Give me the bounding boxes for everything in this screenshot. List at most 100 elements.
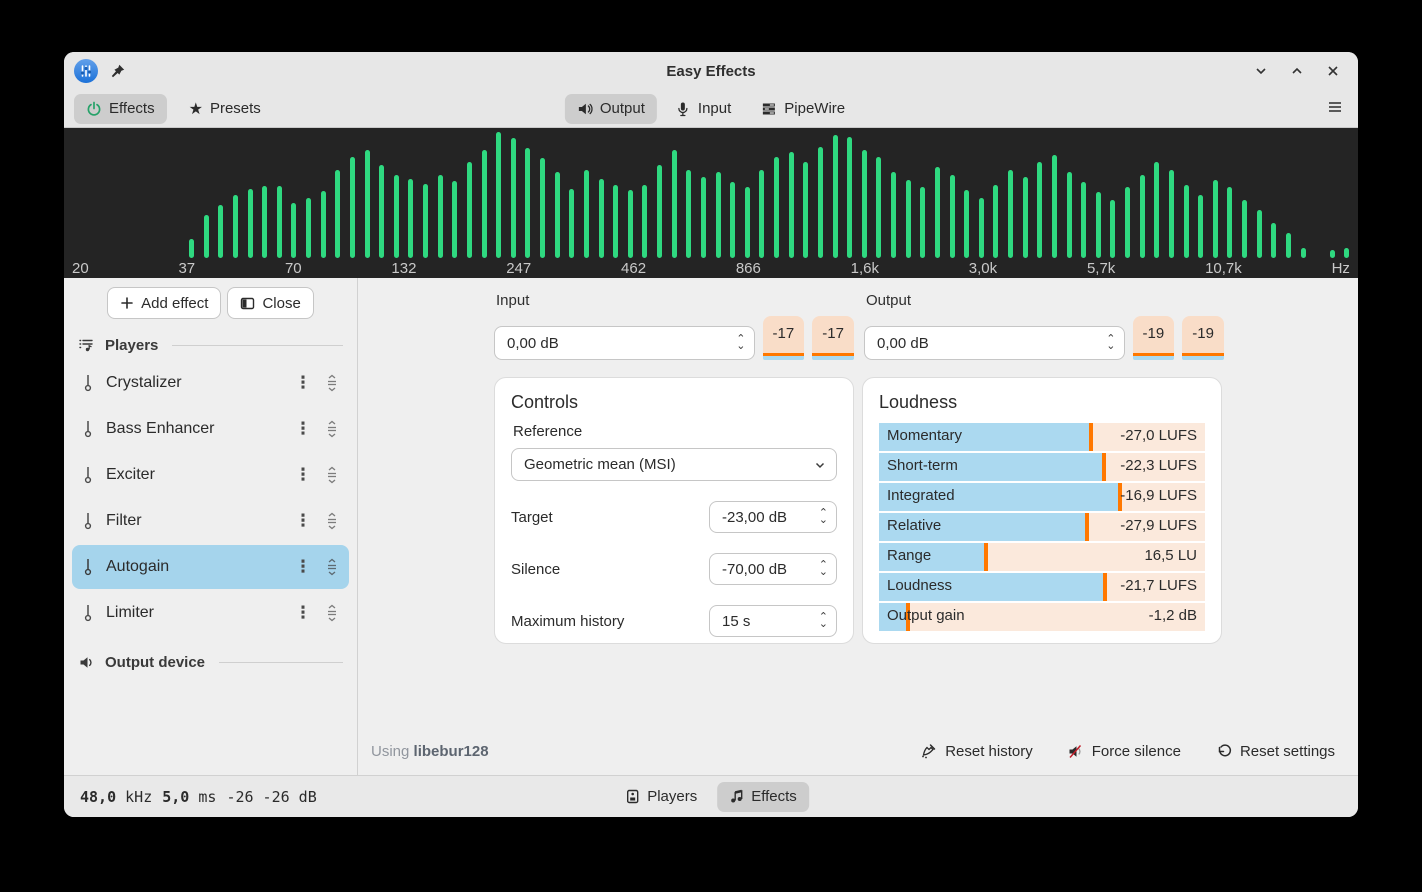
tab-pipewire[interactable]: PipeWire <box>749 94 857 124</box>
spin-buttons-icon[interactable]: ⌃ ⌄ <box>818 507 828 526</box>
spectrum-bar <box>510 138 516 258</box>
microphone-icon <box>675 101 691 117</box>
maximum-history-value: 15 s <box>722 612 751 630</box>
target-value: -23,00 dB <box>722 508 788 526</box>
spectrum-bar <box>276 186 282 258</box>
spectrum-bar <box>905 179 911 258</box>
drag-handle-icon[interactable] <box>325 558 339 576</box>
reference-dropdown[interactable]: Geometric mean (MSI) <box>511 448 837 481</box>
effects-toggle-button[interactable]: Effects <box>74 93 167 124</box>
plugin-icon <box>82 374 94 392</box>
meter-value: -19 <box>1142 325 1165 342</box>
level-marker <box>1101 453 1106 481</box>
spectrum-bar <box>1125 187 1130 258</box>
output-gain-spinbutton[interactable]: 0,00 dB ⌃ ⌄ <box>864 326 1125 360</box>
window-title: Easy Effects <box>666 62 756 80</box>
spectrum-bar <box>1227 187 1233 258</box>
using-prefix: Using <box>371 742 410 760</box>
tab-output[interactable]: Output <box>564 93 657 124</box>
silence-label: Silence <box>511 560 561 578</box>
reset-history-label: Reset history <box>945 742 1033 760</box>
target-spinbutton[interactable]: -23,00 dB ⌃ ⌄ <box>709 501 837 533</box>
reference-value: Geometric mean (MSI) <box>524 456 676 473</box>
drag-handle-icon[interactable] <box>325 420 339 438</box>
effect-row-exciter[interactable]: Exciter ⋮ <box>72 453 349 497</box>
effect-row-crystalizer[interactable]: Crystalizer ⋮ <box>72 361 349 405</box>
loudness-row-value: -16,9 LUFS <box>1120 487 1197 504</box>
easy-effects-window: Easy Effects Effects ★ Presets <box>64 52 1358 817</box>
spin-buttons-icon[interactable]: ⌃ ⌄ <box>1106 333 1116 352</box>
silence-spinbutton[interactable]: -70,00 dB ⌃ ⌄ <box>709 553 837 585</box>
spectrum-bars <box>72 132 1350 258</box>
app-icon <box>74 59 98 83</box>
tab-pipewire-label: PipeWire <box>784 100 846 117</box>
effect-row-bass-enhancer[interactable]: Bass Enhancer ⋮ <box>72 407 349 451</box>
spectrum-bar <box>744 187 750 258</box>
spectrum-bar <box>993 184 999 258</box>
effect-menu-icon[interactable]: ⋮ <box>294 511 312 530</box>
minimize-icon[interactable] <box>1252 62 1270 80</box>
effect-row-autogain[interactable]: Autogain ⋮ <box>72 545 349 589</box>
effect-label: Filter <box>106 512 142 529</box>
menu-icon[interactable] <box>1322 98 1348 116</box>
force-silence-button[interactable]: Force silence <box>1057 735 1191 767</box>
effect-menu-icon[interactable]: ⋮ <box>294 557 312 576</box>
spin-buttons-icon[interactable]: ⌃ ⌄ <box>736 333 746 352</box>
input-gain-value: 0,00 dB <box>507 334 559 352</box>
effect-menu-icon[interactable]: ⋮ <box>294 603 312 622</box>
loudness-row-integrated: Integrated -16,9 LUFS <box>879 483 1205 511</box>
spectrum-bar <box>671 149 677 258</box>
maximize-icon[interactable] <box>1288 62 1306 80</box>
drag-handle-icon[interactable] <box>325 604 339 622</box>
reset-history-button[interactable]: Reset history <box>910 735 1043 767</box>
drag-handle-icon[interactable] <box>325 466 339 484</box>
statusbar-effects-label: Effects <box>751 788 797 805</box>
drag-handle-icon[interactable] <box>325 512 339 530</box>
spectrum-bar <box>847 137 853 258</box>
statusbar-tab-effects[interactable]: Effects <box>717 781 809 812</box>
spectrum-bar <box>1285 232 1291 258</box>
spin-buttons-icon[interactable]: ⌃ ⌄ <box>818 611 828 630</box>
freq-label: 70 <box>284 260 302 277</box>
spectrum-bar <box>598 178 604 258</box>
loudness-row-value: -27,9 LUFS <box>1120 517 1197 534</box>
freq-label: Hz <box>1331 260 1350 277</box>
effect-row-limiter[interactable]: Limiter ⋮ <box>72 591 349 635</box>
level-marker <box>1117 483 1122 511</box>
pin-icon[interactable] <box>110 63 126 79</box>
reset-settings-button[interactable]: Reset settings <box>1205 735 1345 767</box>
spectrum-bar <box>1051 154 1057 258</box>
statusbar-tab-players[interactable]: Players <box>613 782 709 812</box>
spin-buttons-icon[interactable]: ⌃ ⌄ <box>818 559 828 578</box>
spectrum-bar <box>964 189 970 258</box>
maximum-history-spinbutton[interactable]: 15 s ⌃ ⌄ <box>709 605 837 637</box>
add-effect-button[interactable]: Add effect <box>107 287 222 319</box>
effect-row-filter[interactable]: Filter ⋮ <box>72 499 349 543</box>
spectrum-bar <box>496 132 502 258</box>
effect-menu-icon[interactable]: ⋮ <box>294 465 312 484</box>
freq-label: 3,0k <box>968 260 998 277</box>
presets-button[interactable]: ★ Presets <box>177 94 273 124</box>
level-marker <box>905 603 910 631</box>
effect-menu-icon[interactable]: ⋮ <box>294 373 312 392</box>
spectrum-bar <box>613 184 619 258</box>
level-fill <box>879 543 989 571</box>
freq-label: 20 <box>72 260 89 277</box>
effect-menu-icon[interactable]: ⋮ <box>294 419 312 438</box>
reset-settings-label: Reset settings <box>1239 742 1335 760</box>
input-gain-label: Input <box>496 292 530 309</box>
freq-label: 132 <box>391 260 417 277</box>
input-gain-spinbutton[interactable]: 0,00 dB ⌃ ⌄ <box>494 326 755 360</box>
spectrum-bar <box>364 149 370 258</box>
spectrum-analyzer: 20 37 70 132 247 462 866 1,6k 3,0k 5,7k … <box>64 128 1358 278</box>
tab-input[interactable]: Input <box>663 94 743 124</box>
drag-handle-icon[interactable] <box>325 374 339 392</box>
spectrum-bar <box>540 158 545 258</box>
close-sidebar-button[interactable]: Close <box>227 287 314 319</box>
close-window-icon[interactable] <box>1324 62 1342 80</box>
speaker-icon <box>577 101 593 117</box>
spectrum-bar <box>1110 200 1116 258</box>
meter-fill <box>812 356 854 360</box>
meter-marker <box>1132 353 1175 356</box>
spectrum-bar <box>1256 210 1262 258</box>
